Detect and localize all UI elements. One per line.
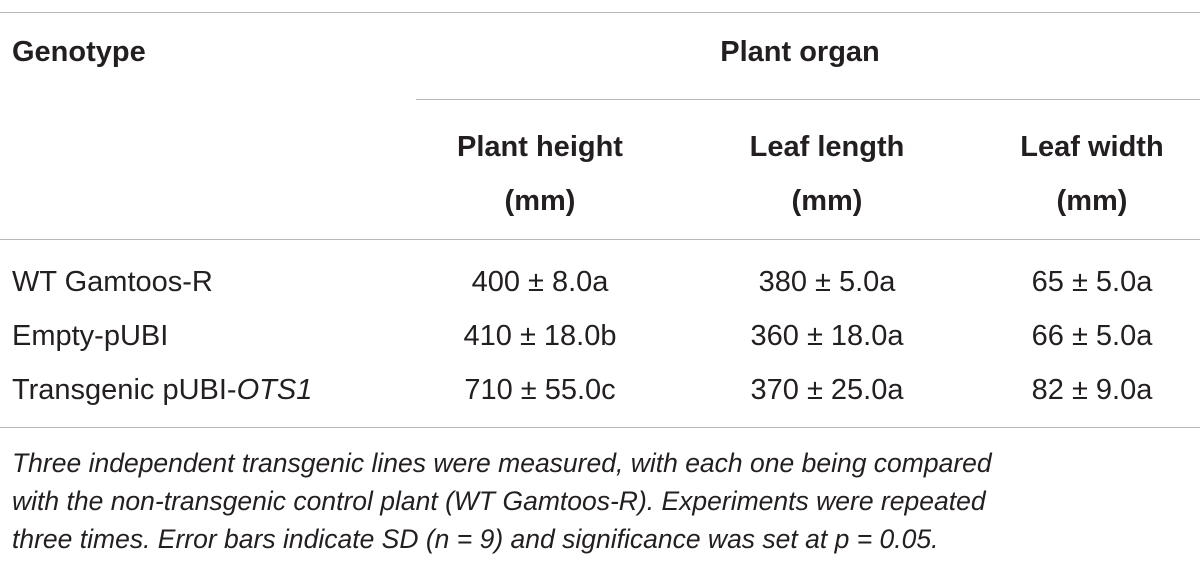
table-cell-leaf-length: 370 ± 25.0a: [750, 374, 904, 406]
plant-height-unit: (mm): [504, 185, 576, 217]
table-cell-leaf-width: 82 ± 9.0a: [1031, 374, 1153, 406]
table-bottom-rule: [0, 427, 1200, 428]
caption-line: Three independent transgenic lines were …: [12, 448, 992, 478]
plant-organ-header: Plant organ: [720, 36, 880, 68]
leaf-width-unit: (mm): [1056, 185, 1128, 217]
plant-height-header: Plant height: [457, 131, 623, 163]
table-row-genotype: Transgenic pUBI-OTS1: [12, 373, 312, 407]
leaf-length-unit: (mm): [791, 185, 863, 217]
gene-name-italic: OTS1: [236, 374, 313, 406]
genotype-text: Transgenic pUBI-: [12, 374, 237, 406]
leaf-length-header: Leaf length: [749, 131, 905, 163]
table-cell-leaf-length: 380 ± 5.0a: [758, 266, 896, 298]
leaf-width-header: Leaf width: [1020, 131, 1164, 163]
header-bottom-rule: [0, 239, 1200, 240]
table-row-genotype: Empty-pUBI: [12, 320, 169, 352]
table-cell-leaf-length: 360 ± 18.0a: [750, 320, 904, 352]
table-cell-plant-height: 400 ± 8.0a: [471, 266, 609, 298]
table-cell-leaf-width: 65 ± 5.0a: [1031, 266, 1153, 298]
table-row-genotype: WT Gamtoos-R: [12, 266, 213, 298]
table-top-rule: [0, 12, 1200, 13]
group-header-rule: [416, 99, 1200, 100]
table-cell-plant-height: 710 ± 55.0c: [464, 374, 616, 406]
table-cell-leaf-width: 66 ± 5.0a: [1031, 320, 1153, 352]
genotype-header: Genotype: [12, 36, 146, 68]
table-cell-plant-height: 410 ± 18.0b: [463, 320, 617, 352]
caption-line: three times. Error bars indicate SD (n =…: [12, 524, 939, 554]
table-caption: Three independent transgenic lines were …: [12, 444, 1190, 558]
caption-line: with the non-transgenic control plant (W…: [12, 486, 986, 516]
